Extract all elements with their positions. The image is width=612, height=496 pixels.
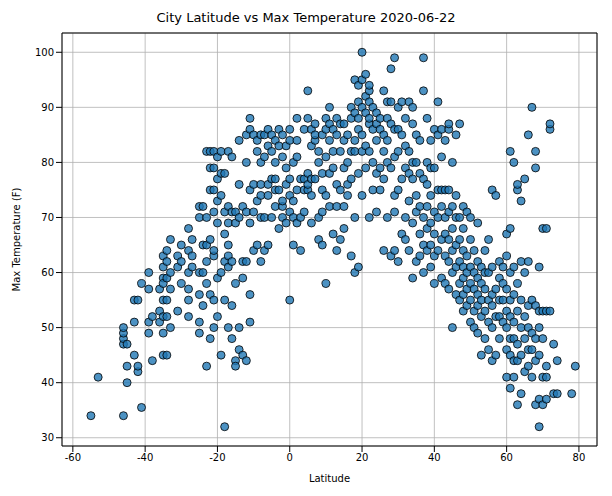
svg-text:80: 80 [41, 157, 54, 168]
svg-text:40: 40 [41, 377, 54, 388]
svg-text:-60: -60 [65, 452, 81, 463]
svg-text:0: 0 [287, 452, 293, 463]
svg-text:70: 70 [41, 212, 54, 223]
svg-text:20: 20 [356, 452, 369, 463]
svg-text:Max Temperature (F): Max Temperature (F) [11, 187, 22, 291]
svg-text:50: 50 [41, 322, 54, 333]
svg-text:90: 90 [41, 102, 54, 113]
svg-text:60: 60 [500, 452, 513, 463]
svg-text:60: 60 [41, 267, 54, 278]
svg-text:80: 80 [573, 452, 586, 463]
svg-text:100: 100 [35, 47, 54, 58]
svg-text:40: 40 [428, 452, 441, 463]
svg-text:Latitude: Latitude [309, 473, 350, 484]
svg-text:30: 30 [41, 432, 54, 443]
svg-text:-20: -20 [209, 452, 225, 463]
svg-text:-40: -40 [137, 452, 153, 463]
html-text:City Latitude vs Max Temperatu: City Latitude vs Max Temperature 2020-06… [156, 10, 456, 25]
